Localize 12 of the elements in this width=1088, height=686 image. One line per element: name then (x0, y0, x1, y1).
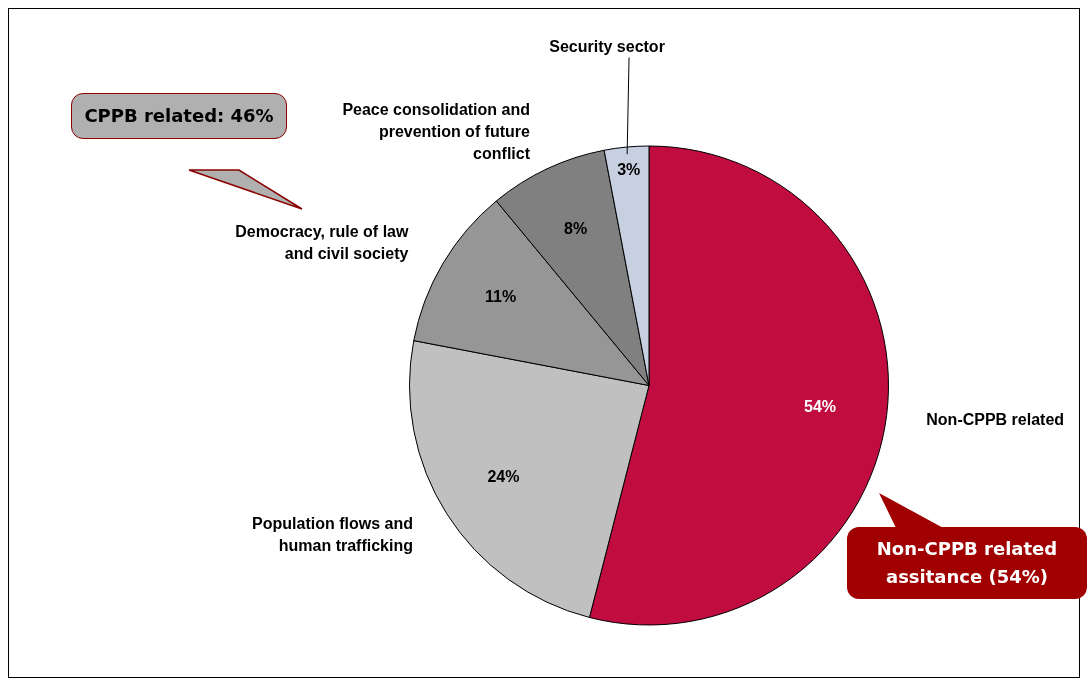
data-label: 11% (485, 288, 517, 306)
data-label: 3% (617, 161, 641, 179)
slice-label: Democracy, rule of law and civil society (235, 222, 409, 262)
data-label: 24% (487, 468, 520, 486)
slice-label: Security sector (549, 37, 665, 55)
data-label: 8% (564, 219, 588, 237)
slice-label: Non-CPPB related (926, 410, 1065, 428)
slice-label: Population flows and human trafficking (252, 514, 414, 554)
text: Non-CPPB related assitance (54%) (847, 527, 1087, 599)
data-label: 54% (804, 397, 837, 415)
slice-label: Peace consolidation and prevention of future conflict (342, 101, 531, 163)
text: CPPB related: 46% (71, 93, 287, 139)
